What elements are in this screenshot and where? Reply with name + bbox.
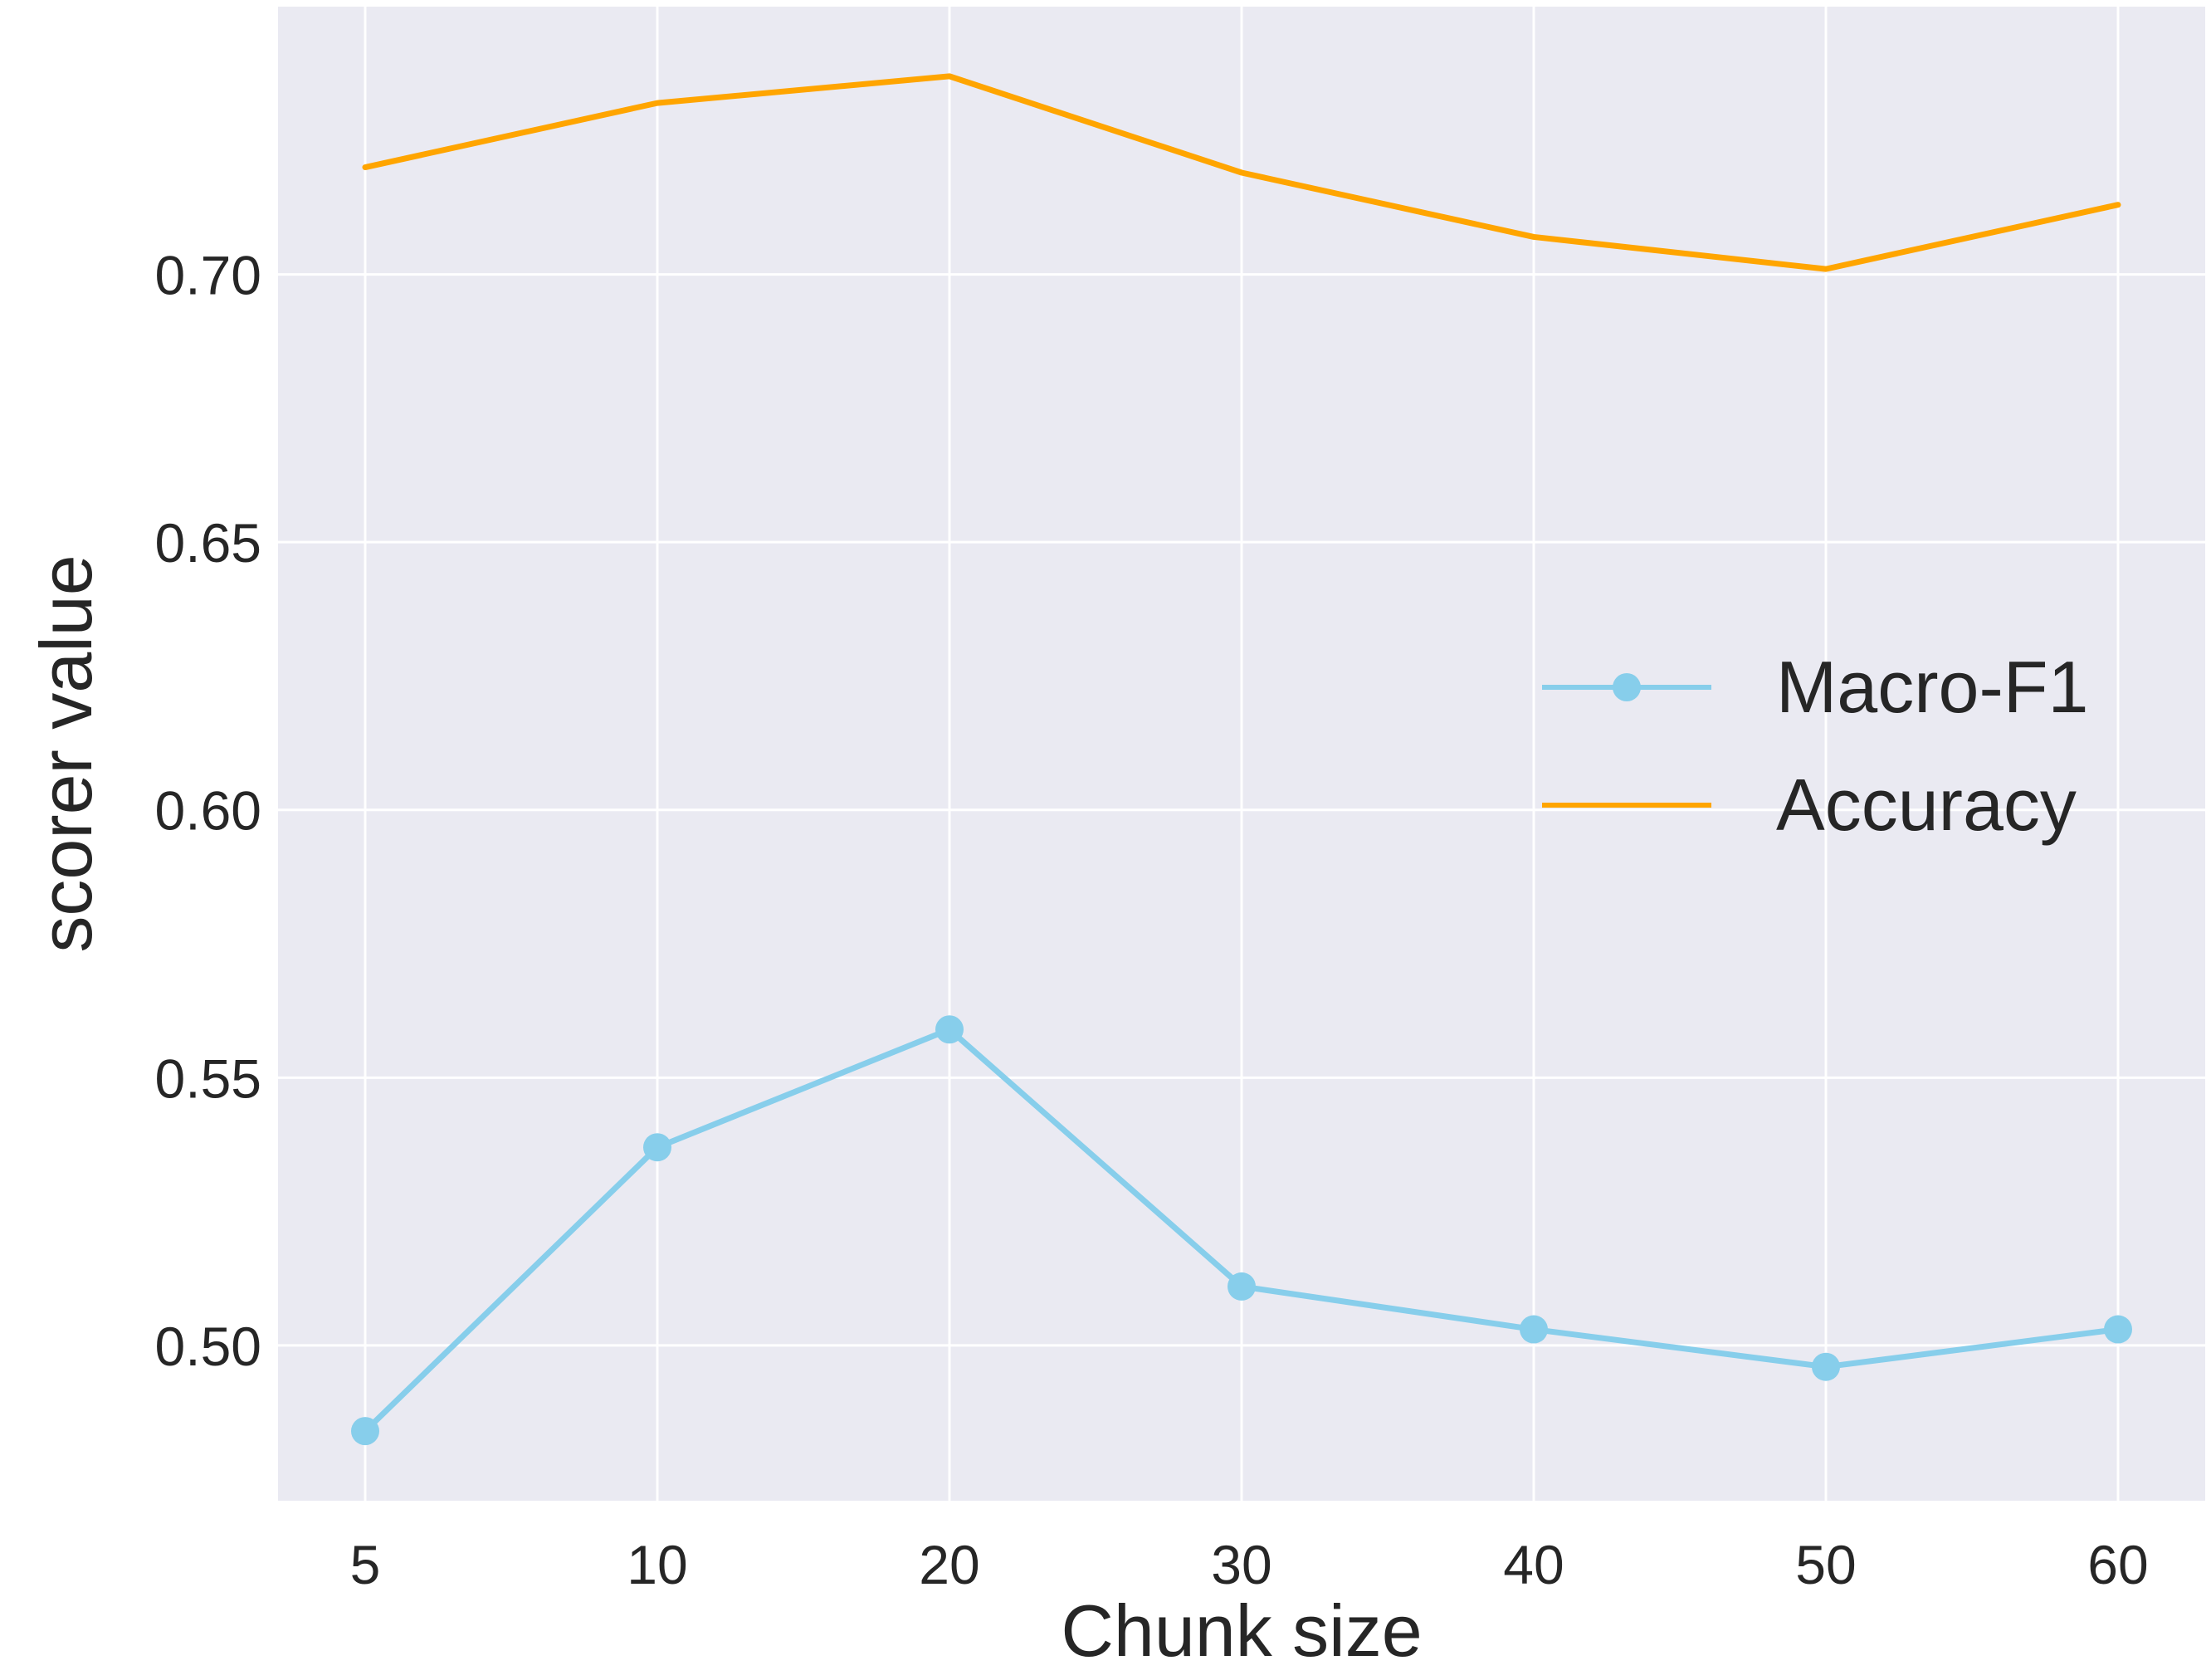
x-axis-title: Chunk size — [1061, 1590, 1422, 1672]
y-tick-label: 0.60 — [155, 780, 261, 842]
data-point-macro-f1 — [351, 1417, 379, 1446]
data-point-macro-f1 — [2104, 1315, 2132, 1344]
y-tick-label: 0.50 — [155, 1316, 261, 1377]
x-tick-label: 5 — [350, 1534, 381, 1595]
legend-label-macro-f1: Macro-F1 — [1776, 646, 2089, 728]
data-point-macro-f1 — [643, 1133, 671, 1162]
x-tick-label: 60 — [2087, 1534, 2148, 1595]
y-tick-label: 0.70 — [155, 245, 261, 306]
x-tick-label: 50 — [1795, 1534, 1856, 1595]
data-point-macro-f1 — [935, 1015, 964, 1044]
series-line-accuracy — [362, 73, 2121, 272]
x-tick-label: 10 — [627, 1534, 687, 1595]
data-point-macro-f1 — [1228, 1272, 1256, 1301]
y-axis-title: scorer value — [25, 554, 107, 952]
legend-label-accuracy: Accuracy — [1776, 764, 2077, 846]
y-tick-label: 0.55 — [155, 1048, 261, 1109]
legend-marker-macro-f1 — [1613, 673, 1641, 701]
data-point-macro-f1 — [1812, 1352, 1840, 1381]
data-point-macro-f1 — [1520, 1315, 1548, 1344]
x-tick-label: 40 — [1503, 1534, 1564, 1595]
legend: Macro-F1 Accuracy — [1542, 646, 2089, 846]
series-layer — [351, 73, 2132, 1446]
y-tick-labels: 0.50 0.55 0.60 0.65 0.70 — [155, 245, 261, 1377]
x-tick-label: 30 — [1211, 1534, 1271, 1595]
gridlines — [278, 7, 2205, 1501]
x-tick-labels: 5 10 20 30 40 50 60 — [350, 1534, 2149, 1595]
x-tick-label: 20 — [919, 1534, 979, 1595]
y-tick-label: 0.65 — [155, 512, 261, 574]
